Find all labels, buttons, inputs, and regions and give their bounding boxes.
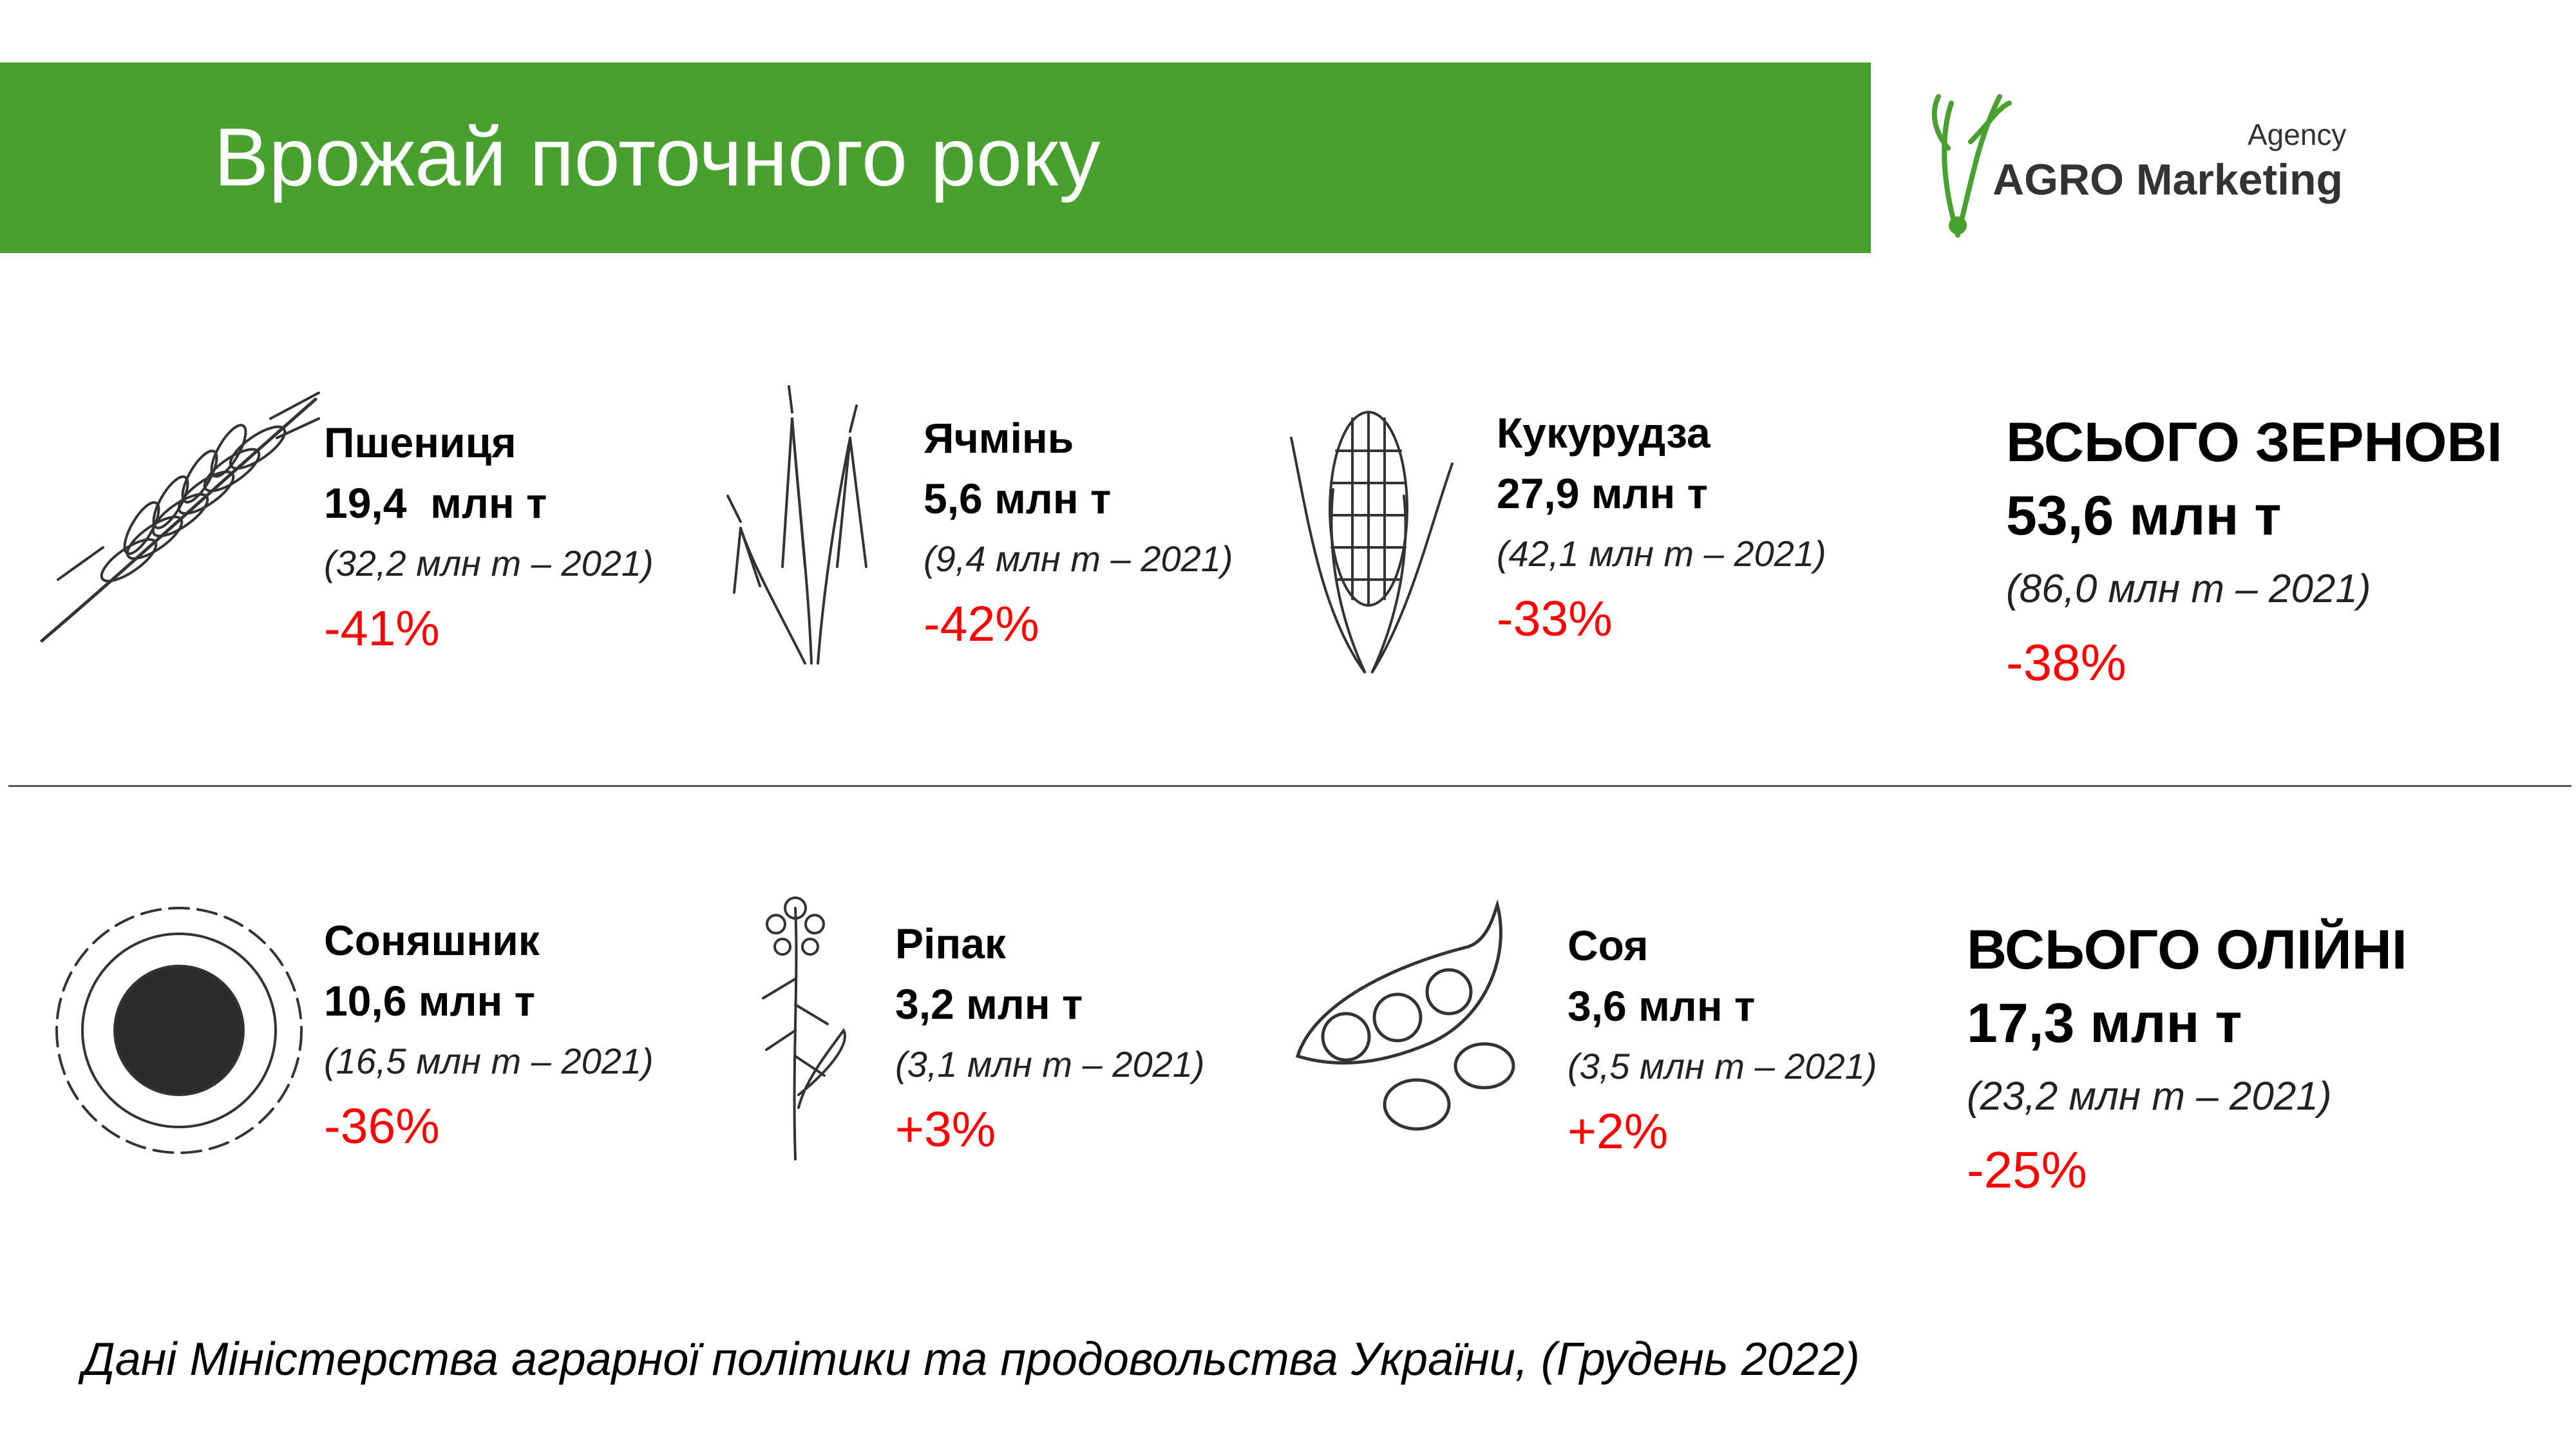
change-percent: +2% — [1567, 1104, 1669, 1159]
crop-block: Пшениця 19,4 млн т (32,2 млн т – 2021) -41% — [324, 412, 654, 663]
crop-name: Ячмінь — [923, 414, 1074, 462]
crop-block: Кукурудза 27,9 млн т (42,1 млн т – 2021) -3… — [1497, 402, 1826, 654]
total-block: ВСЬОГО ЗЕРНОВІ 53,6 млн т (86,0 млн т – 20… — [2006, 406, 2503, 699]
previous-year: (16,5 млн т – 2021) — [324, 1041, 654, 1081]
logo-icon — [1931, 94, 2012, 238]
crop-name: Кукурудза — [1497, 409, 1710, 457]
harvest-amount: 27,9 млн т — [1497, 469, 1709, 517]
harvest-amount: 10,6 млн т — [324, 977, 536, 1025]
barley-illustration — [726, 385, 867, 665]
previous-year: (9,4 млн т – 2021) — [923, 538, 1233, 579]
header-bar — [0, 62, 1871, 253]
crop-block: Соняшник 10,6 млн т (16,5 млн т – 2021) -36… — [324, 910, 654, 1161]
rapeseed-illustration — [762, 896, 846, 1160]
change-percent: -41% — [324, 601, 440, 656]
previous-year: (23,2 млн т – 2021) — [1967, 1074, 2332, 1119]
change-percent: +3% — [895, 1102, 996, 1157]
harvest-amount: 3,2 млн т — [895, 980, 1083, 1028]
change-percent: -36% — [324, 1099, 440, 1154]
harvest-amount: 17,3 млн т — [1967, 992, 2242, 1054]
harvest-amount: 5,6 млн т — [923, 475, 1112, 522]
crop-name: Ріпак — [895, 920, 1006, 967]
logo-name: AGRO Marketing — [1993, 155, 2344, 204]
crop-name: Соя — [1567, 922, 1649, 969]
harvest-amount: 53,6 млн т — [2006, 485, 2282, 547]
crop-block: Ячмінь 5,6 млн т (9,4 млн т – 2021) -42% — [923, 408, 1233, 659]
change-percent: -38% — [2006, 634, 2126, 691]
sunflower-illustration — [55, 907, 303, 1154]
previous-year: (32,2 млн т – 2021) — [324, 543, 654, 583]
total-block: ВСЬОГО ОЛІЙНІ 17,3 млн т (23,2 млн т – 202… — [1967, 913, 2407, 1207]
wheat-illustration — [40, 392, 320, 643]
crop-block: Ріпак 3,2 млн т (3,1 млн т – 2021) +3% — [895, 913, 1205, 1164]
crop-name: ВСЬОГО ЗЕРНОВІ — [2006, 412, 2503, 473]
crop-name: Пшениця — [324, 419, 516, 466]
previous-year: (3,1 млн т – 2021) — [895, 1044, 1205, 1084]
slide-title: Врожай поточного року — [214, 111, 1101, 204]
change-percent: -25% — [1967, 1141, 2087, 1198]
corn-illustration — [1290, 411, 1454, 674]
change-percent: -42% — [923, 596, 1039, 652]
crop-name: Соняшник — [324, 916, 540, 964]
source-note: Дані Міністерства аграрної політики та п… — [82, 1334, 1860, 1385]
previous-year: (3,5 млн т – 2021) — [1567, 1046, 1877, 1086]
change-percent: -33% — [1497, 591, 1613, 647]
crop-name: ВСЬОГО ОЛІЙНІ — [1967, 919, 2407, 981]
previous-year: (86,0 млн т – 2021) — [2006, 567, 2371, 611]
harvest-amount: 3,6 млн т — [1567, 982, 1756, 1030]
divider — [8, 785, 2571, 787]
logo-tagline: Agency — [2248, 118, 2347, 151]
crop-block: Соя 3,6 млн т (3,5 млн т – 2021) +2% — [1567, 915, 1877, 1166]
soy-illustration — [1295, 899, 1515, 1131]
previous-year: (42,1 млн т – 2021) — [1497, 533, 1826, 574]
harvest-amount: 19,4 млн т — [324, 479, 547, 527]
